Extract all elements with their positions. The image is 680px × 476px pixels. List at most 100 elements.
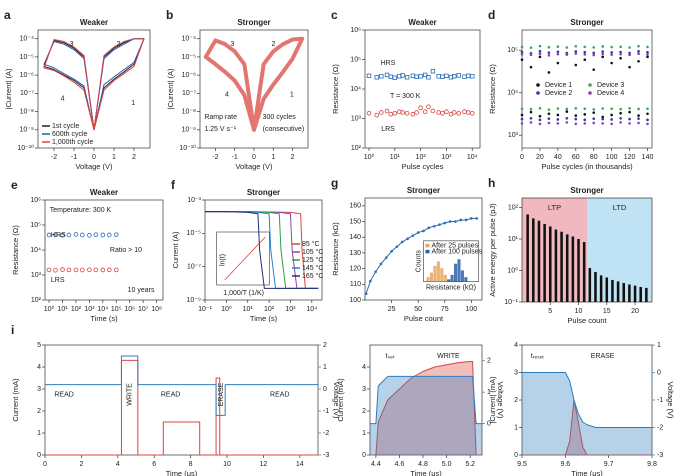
- y-tick-label: 10³: [508, 132, 519, 139]
- plot-frame: [44, 199, 164, 301]
- line: [45, 359, 318, 456]
- point: [466, 73, 471, 79]
- point: [529, 46, 533, 49]
- point: [395, 245, 399, 248]
- x-axis-label: Voltage (V): [235, 162, 273, 171]
- point: [388, 111, 394, 117]
- y-tick-label: 0: [362, 452, 366, 459]
- point: [619, 56, 622, 60]
- point: [418, 105, 423, 111]
- y-tick-label: 3: [514, 369, 518, 376]
- point: [414, 74, 419, 79]
- x-tick-label: 10⁷: [138, 306, 149, 313]
- bar: [537, 220, 541, 302]
- annotation: 2: [117, 41, 121, 48]
- x-tick-label: 140: [642, 154, 654, 161]
- point: [520, 45, 524, 49]
- x-tick-label: 10⁰: [364, 153, 375, 161]
- point: [374, 75, 379, 80]
- region-label: LTD: [613, 203, 627, 212]
- point: [60, 232, 65, 238]
- panel-label: c: [331, 8, 338, 22]
- y-tick-label: 10⁻⁹: [187, 297, 201, 304]
- y-tick-label: 10⁻⁴: [20, 36, 35, 43]
- y-tick-label: 10⁻⁹: [20, 127, 34, 134]
- annotation: ln(t): [219, 254, 226, 266]
- point: [583, 113, 587, 116]
- point: [538, 107, 542, 110]
- point: [379, 262, 383, 266]
- x-tick-label: 10⁶: [124, 306, 135, 313]
- y-tick-label: 10⁴: [30, 247, 41, 254]
- inset-legend-label: After 25 pulses: [432, 243, 479, 250]
- y-tick-label: 3: [362, 386, 366, 393]
- panel-label: d: [488, 8, 495, 22]
- y-tick-label: 0: [514, 452, 518, 459]
- y-axis-label: Current (mA): [336, 378, 345, 422]
- point: [538, 55, 542, 59]
- annotation: READ: [270, 391, 289, 398]
- y2-axis-label: Voltage (V): [496, 381, 505, 419]
- point: [583, 118, 587, 122]
- panel-label: a: [4, 8, 11, 22]
- point: [628, 110, 631, 114]
- y-axis-label: |Current| (A): [4, 68, 13, 109]
- point: [583, 122, 587, 125]
- y2-tick-label: -1: [657, 397, 663, 404]
- legend-label: 1,000th cycle: [52, 139, 93, 146]
- inset-bar: [457, 259, 461, 282]
- point: [547, 121, 551, 125]
- line: [522, 399, 652, 456]
- inset-bar: [433, 265, 437, 282]
- y-tick-label: 10⁻⁷: [182, 90, 196, 97]
- y-tick-label: 10⁴: [507, 90, 518, 97]
- y-tick-label: 4: [514, 342, 518, 349]
- point: [646, 107, 649, 111]
- point: [601, 117, 604, 121]
- x-tick-label: 10⁴: [467, 154, 478, 161]
- point: [465, 110, 471, 115]
- bar: [628, 284, 631, 302]
- x-tick-label: 5: [548, 308, 552, 315]
- point: [610, 122, 613, 126]
- point: [538, 49, 542, 53]
- x-tick-label: 0: [520, 154, 524, 161]
- annotation: tᵣₑₛₑₜ: [531, 353, 545, 360]
- y-tick-label: 10⁻⁵: [20, 54, 34, 61]
- point: [592, 68, 596, 71]
- y-tick-label: 1: [362, 430, 366, 437]
- y-tick-label: 0: [37, 452, 41, 459]
- x-tick-label: 0: [252, 154, 256, 161]
- legend-swatch: [536, 83, 540, 87]
- point: [416, 231, 420, 234]
- x-tick-label: 10: [223, 461, 231, 468]
- point: [469, 111, 475, 116]
- x-tick-label: 1: [112, 154, 116, 161]
- point: [456, 111, 462, 116]
- panel-label: f: [171, 178, 176, 192]
- y-axis-label: Current (mA): [11, 378, 20, 422]
- point: [46, 267, 52, 273]
- point: [53, 232, 58, 237]
- x-tick-label: 15: [603, 308, 611, 315]
- point: [426, 104, 431, 110]
- legend-label: 105 °C: [302, 248, 323, 256]
- x-tick-label: 10⁰: [221, 305, 232, 313]
- x-tick-label: 10⁻¹: [198, 306, 212, 313]
- point: [520, 122, 524, 125]
- panel-title: Weaker: [408, 18, 436, 27]
- point: [547, 117, 551, 120]
- inset-x-label: Resistance (kΩ): [426, 284, 476, 291]
- point: [556, 107, 560, 110]
- legend-label: 85 °C: [302, 240, 320, 248]
- point: [444, 73, 449, 79]
- point: [601, 52, 604, 56]
- point: [80, 232, 85, 238]
- y2-tick-label: 0: [487, 420, 491, 427]
- bar: [622, 283, 626, 302]
- point: [565, 46, 569, 49]
- point: [66, 232, 72, 238]
- plot-frame: [364, 197, 483, 301]
- point: [646, 112, 649, 116]
- annotation: HRS: [381, 60, 396, 67]
